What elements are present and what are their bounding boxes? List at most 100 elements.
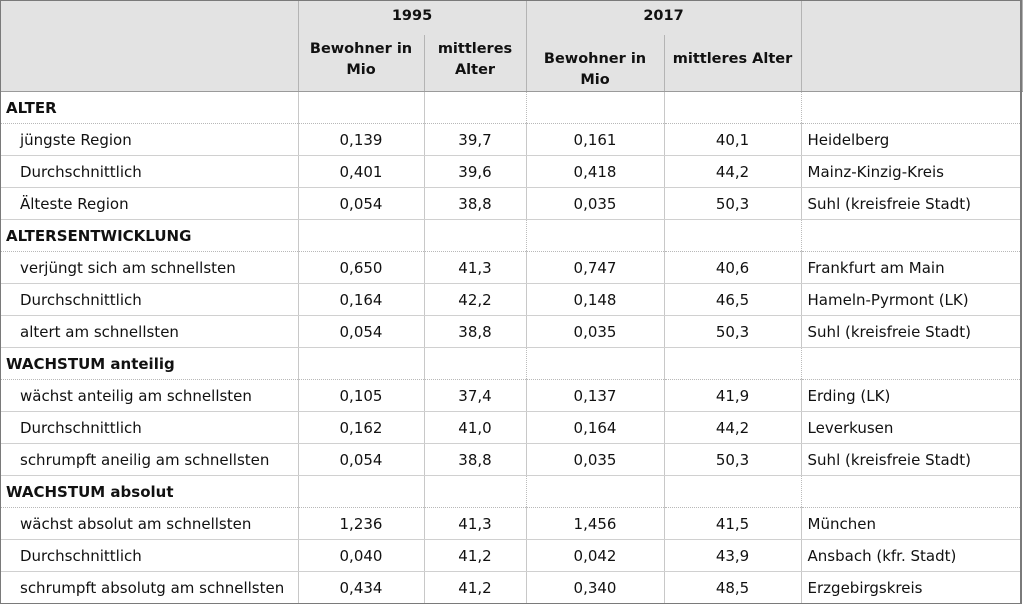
table-header: 1995 2017 Bewohner in Mio mittleres Alte… (0, 0, 1023, 92)
section-empty-cell (664, 347, 802, 380)
table-row: verjüngt sich am schnellsten 0,650 41,3 0,7… (0, 251, 1023, 284)
region-cell: Hameln-Pyrmont (LK) (801, 283, 1023, 316)
section-empty-cell (526, 219, 665, 252)
section-title: ALTER (0, 91, 299, 124)
header-year-1995: 1995 (298, 0, 527, 35)
section-empty-cell (801, 91, 1023, 124)
age-1995-cell: 41,2 (424, 571, 527, 604)
pop-1995-cell: 0,054 (298, 443, 425, 476)
pop-1995-cell: 0,434 (298, 571, 425, 604)
pop-1995-cell: 0,401 (298, 155, 425, 188)
region-cell: Erzgebirgskreis (801, 571, 1023, 604)
region-cell: München (801, 507, 1023, 540)
header-age-2017: mittleres Alter (664, 35, 802, 92)
row-label: Durchschnittlich (0, 411, 299, 444)
section-row: ALTERSENTWICKLUNG (0, 219, 1023, 252)
pop-1995-cell: 0,650 (298, 251, 425, 284)
table-row: wächst absolut am schnellsten 1,236 41,3 1,… (0, 507, 1023, 540)
pop-2017-cell: 0,747 (526, 251, 665, 284)
pop-2017-cell: 0,148 (526, 283, 665, 316)
section-empty-cell (801, 219, 1023, 252)
pop-2017-cell: 0,035 (526, 187, 665, 220)
row-label: jüngste Region (0, 123, 299, 156)
section-title: WACHSTUM absolut (0, 475, 299, 508)
table-row: jüngste Region 0,139 39,7 0,161 40,1 Heidelbe… (0, 123, 1023, 156)
age-2017-cell: 40,1 (664, 123, 802, 156)
table-row: schrumpft aneilig am schnellsten 0,054 38,… (0, 443, 1023, 476)
age-2017-cell: 46,5 (664, 283, 802, 316)
age-2017-cell: 44,2 (664, 155, 802, 188)
pop-2017-cell: 0,035 (526, 315, 665, 348)
table-row: Durchschnittlich 0,401 39,6 0,418 44,2 Mainz-… (0, 155, 1023, 188)
table-row: schrumpft absolutg am schnellsten 0,434 41… (0, 571, 1023, 604)
age-1995-cell: 39,7 (424, 123, 527, 156)
region-cell: Ansbach (kfr. Stadt) (801, 539, 1023, 572)
table-row: Älteste Region 0,054 38,8 0,035 50,3 Suhl (kr… (0, 187, 1023, 220)
section-empty-cell (298, 347, 425, 380)
age-1995-cell: 41,3 (424, 507, 527, 540)
pop-1995-cell: 0,040 (298, 539, 425, 572)
row-label: wächst absolut am schnellsten (0, 507, 299, 540)
age-1995-cell: 39,6 (424, 155, 527, 188)
header-corner-cell (0, 0, 299, 92)
age-2017-cell: 48,5 (664, 571, 802, 604)
pop-1995-cell: 0,164 (298, 283, 425, 316)
age-1995-cell: 37,4 (424, 379, 527, 412)
section-empty-cell (424, 91, 527, 124)
table-row: altert am schnellsten 0,054 38,8 0,035 50,3 S… (0, 315, 1023, 348)
pop-1995-cell: 0,162 (298, 411, 425, 444)
region-cell: Frankfurt am Main (801, 251, 1023, 284)
header-age-1995: mittleres Alter (424, 35, 527, 92)
row-label: verjüngt sich am schnellsten (0, 251, 299, 284)
table-row: Durchschnittlich 0,164 42,2 0,148 46,5 Hameln… (0, 283, 1023, 316)
age-2017-cell: 50,3 (664, 315, 802, 348)
age-2017-cell: 43,9 (664, 539, 802, 572)
section-empty-cell (424, 219, 527, 252)
age-2017-cell: 41,9 (664, 379, 802, 412)
pop-2017-cell: 0,035 (526, 443, 665, 476)
pop-2017-cell: 0,137 (526, 379, 665, 412)
section-empty-cell (801, 475, 1023, 508)
age-1995-cell: 38,8 (424, 315, 527, 348)
region-cell: Leverkusen (801, 411, 1023, 444)
row-label: Durchschnittlich (0, 155, 299, 188)
region-cell: Mainz-Kinzig-Kreis (801, 155, 1023, 188)
pop-2017-cell: 0,418 (526, 155, 665, 188)
pop-2017-cell: 0,164 (526, 411, 665, 444)
section-empty-cell (424, 475, 527, 508)
section-empty-cell (801, 347, 1023, 380)
row-label: altert am schnellsten (0, 315, 299, 348)
row-label: schrumpft aneilig am schnellsten (0, 443, 299, 476)
region-cell: Heidelberg (801, 123, 1023, 156)
header-pop-1995: Bewohner in Mio (298, 35, 425, 92)
pop-2017-cell: 0,042 (526, 539, 665, 572)
row-label: Durchschnittlich (0, 283, 299, 316)
section-empty-cell (298, 219, 425, 252)
header-year-2017: 2017 (526, 0, 802, 35)
section-row: WACHSTUM anteilig (0, 347, 1023, 380)
section-empty-cell (526, 347, 665, 380)
section-empty-cell (298, 475, 425, 508)
age-1995-cell: 41,0 (424, 411, 527, 444)
header-region-cell (801, 0, 1023, 92)
pop-1995-cell: 0,139 (298, 123, 425, 156)
pop-1995-cell: 0,054 (298, 187, 425, 220)
pop-1995-cell: 0,105 (298, 379, 425, 412)
section-empty-cell (526, 475, 665, 508)
section-empty-cell (664, 91, 802, 124)
section-empty-cell (664, 219, 802, 252)
row-label: schrumpft absolutg am schnellsten (0, 571, 299, 604)
table-row: Durchschnittlich 0,040 41,2 0,042 43,9 Ansbac… (0, 539, 1023, 572)
region-cell: Suhl (kreisfreie Stadt) (801, 443, 1023, 476)
pop-1995-cell: 0,054 (298, 315, 425, 348)
row-label: wächst anteilig am schnellsten (0, 379, 299, 412)
section-title: ALTERSENTWICKLUNG (0, 219, 299, 252)
age-2017-cell: 44,2 (664, 411, 802, 444)
age-1995-cell: 41,2 (424, 539, 527, 572)
region-cell: Erding (LK) (801, 379, 1023, 412)
region-cell: Suhl (kreisfreie Stadt) (801, 315, 1023, 348)
section-empty-cell (424, 347, 527, 380)
header-pop-2017: Bewohner in Mio (526, 35, 665, 92)
table-row: wächst anteilig am schnellsten 0,105 37,4 0… (0, 379, 1023, 412)
